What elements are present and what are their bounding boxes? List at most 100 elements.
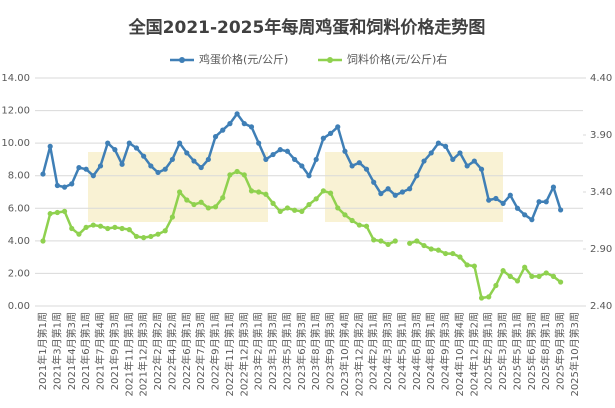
y-tick-label: 12.00 xyxy=(1,106,30,117)
x-tick-label: 2023年2月第1周 xyxy=(252,312,265,390)
point xyxy=(205,156,211,163)
point xyxy=(371,179,377,185)
point xyxy=(76,231,82,237)
point xyxy=(263,156,269,163)
point xyxy=(227,121,233,127)
point xyxy=(277,208,283,214)
point xyxy=(421,242,427,249)
point xyxy=(327,190,334,196)
legend-marker xyxy=(179,57,185,63)
point xyxy=(184,150,190,156)
point xyxy=(97,163,104,169)
point xyxy=(220,195,226,201)
x-tick-label: 2023年6月第3周 xyxy=(295,312,308,390)
point xyxy=(105,225,111,232)
y-tick-label: 14.00 xyxy=(1,73,30,84)
point xyxy=(385,241,391,248)
point xyxy=(514,205,521,211)
point xyxy=(450,250,456,257)
x-tick-label: 2021年9月第3周 xyxy=(108,312,121,390)
watermark xyxy=(88,152,268,222)
point xyxy=(47,211,53,217)
point xyxy=(155,231,161,237)
point xyxy=(284,148,291,154)
point xyxy=(176,140,183,146)
point xyxy=(435,247,442,253)
y2-tick-label: 3.40 xyxy=(590,187,612,198)
x-tick-label: 2023年3月第3周 xyxy=(266,312,279,390)
point xyxy=(471,263,477,269)
point xyxy=(320,188,326,194)
y-tick-label: 6.00 xyxy=(8,203,30,214)
y-tick-label: 8.00 xyxy=(8,171,30,182)
point xyxy=(500,268,506,274)
point xyxy=(363,223,370,229)
x-tick-label: 2021年7月第4周 xyxy=(94,312,107,390)
point xyxy=(356,160,362,166)
x-tick-label: 2025年3月第3周 xyxy=(496,312,509,390)
x-tick-label: 2023年9月第3周 xyxy=(324,312,337,390)
y2-tick-label: 2.40 xyxy=(590,301,612,312)
chart-title: 全国2021-2025年每周鸡蛋和饲料价格走势图 xyxy=(128,17,486,38)
x-tick-label: 2025年10月第3周 xyxy=(568,312,581,397)
legend-label: 饲料价格(元/公斤)右 xyxy=(347,52,447,66)
point xyxy=(83,224,89,230)
x-tick-label: 2025年8月第1周 xyxy=(539,312,552,390)
point xyxy=(40,171,46,177)
point xyxy=(385,186,391,192)
point xyxy=(61,208,68,214)
legend-label: 鸡蛋价格(元/公斤) xyxy=(199,52,288,66)
x-tick-label: 2024年12月第2周 xyxy=(467,312,480,397)
point xyxy=(292,156,298,163)
point xyxy=(155,169,161,176)
y-tick-label: 0.00 xyxy=(8,301,30,312)
point xyxy=(414,173,420,179)
point xyxy=(40,238,46,244)
point xyxy=(435,140,442,146)
x-tick-label: 2024年5月第1周 xyxy=(395,312,408,390)
point xyxy=(356,222,362,228)
point xyxy=(306,201,312,208)
point xyxy=(270,151,276,158)
x-tick-label: 2021年3月第1周 xyxy=(50,312,63,390)
point xyxy=(507,273,513,279)
point xyxy=(550,273,557,279)
point xyxy=(112,147,118,153)
point xyxy=(256,140,262,146)
point xyxy=(184,197,190,203)
point xyxy=(335,205,341,211)
x-tick-label: 2024年2月第1周 xyxy=(367,312,380,390)
point xyxy=(486,197,492,203)
point xyxy=(558,207,564,213)
point xyxy=(248,124,255,130)
x-tick-label: 2024年6月第3周 xyxy=(410,312,423,390)
point xyxy=(198,164,204,171)
point xyxy=(306,173,312,179)
point xyxy=(212,134,219,140)
point xyxy=(543,199,549,205)
point xyxy=(478,295,485,301)
point xyxy=(450,156,456,163)
point xyxy=(299,163,305,169)
x-tick-label: 2024年10月第4周 xyxy=(453,312,466,397)
point xyxy=(90,173,96,179)
point xyxy=(112,224,118,230)
point xyxy=(83,166,89,172)
x-tick-label: 2024年3月第3周 xyxy=(381,312,394,390)
y2-tick-label: 3.90 xyxy=(590,130,612,141)
point xyxy=(234,111,240,117)
point xyxy=(47,143,53,149)
x-tick-label: 2021年1月第1周 xyxy=(36,312,49,390)
y-tick-label: 2.00 xyxy=(8,268,30,279)
x-tick-label: 2021年12月第3周 xyxy=(137,312,150,397)
x-tick-label: 2021年11月第1周 xyxy=(122,312,135,397)
point xyxy=(558,279,564,285)
point xyxy=(507,192,513,198)
point xyxy=(493,195,499,202)
point xyxy=(270,200,276,206)
x-tick-label: 2022年12月第3周 xyxy=(237,312,250,397)
point xyxy=(442,250,449,257)
x-tick-label: 2021年6月第1周 xyxy=(79,312,92,390)
point xyxy=(349,163,355,169)
point xyxy=(543,270,549,276)
